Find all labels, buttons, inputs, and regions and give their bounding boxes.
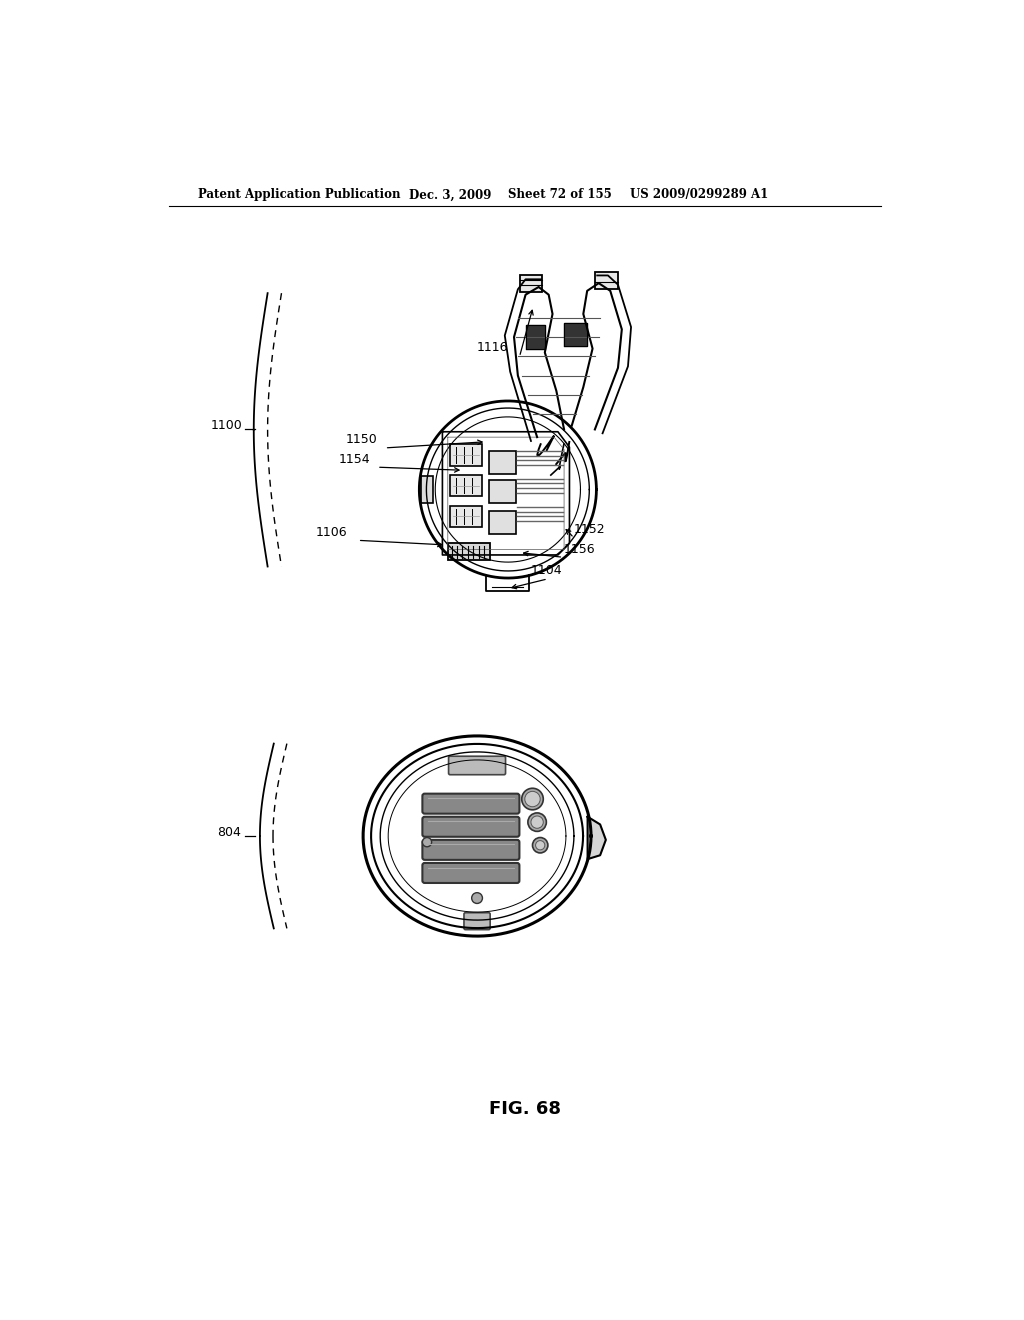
Text: 1116: 1116 — [477, 341, 509, 354]
Text: Sheet 72 of 155: Sheet 72 of 155 — [508, 189, 611, 202]
Text: Patent Application Publication: Patent Application Publication — [199, 189, 400, 202]
Circle shape — [524, 791, 541, 807]
FancyBboxPatch shape — [595, 272, 617, 289]
FancyBboxPatch shape — [488, 480, 515, 503]
FancyBboxPatch shape — [488, 511, 515, 535]
Circle shape — [531, 816, 544, 829]
FancyBboxPatch shape — [447, 544, 490, 560]
FancyBboxPatch shape — [422, 863, 519, 883]
Text: 1156: 1156 — [563, 543, 595, 556]
Text: 1104: 1104 — [531, 564, 562, 577]
Circle shape — [532, 838, 548, 853]
Circle shape — [521, 788, 544, 809]
FancyBboxPatch shape — [422, 793, 519, 813]
Polygon shape — [564, 323, 587, 346]
FancyBboxPatch shape — [422, 817, 519, 837]
Text: FIG. 68: FIG. 68 — [488, 1101, 561, 1118]
FancyBboxPatch shape — [449, 756, 506, 775]
FancyBboxPatch shape — [464, 912, 490, 929]
FancyBboxPatch shape — [488, 451, 515, 474]
Text: Dec. 3, 2009: Dec. 3, 2009 — [410, 189, 492, 202]
FancyBboxPatch shape — [422, 840, 519, 859]
Circle shape — [472, 892, 482, 903]
Text: 1100: 1100 — [211, 420, 243, 433]
Polygon shape — [525, 326, 545, 348]
Circle shape — [528, 813, 547, 832]
Text: 1106: 1106 — [315, 525, 347, 539]
Circle shape — [536, 841, 545, 850]
Text: US 2009/0299289 A1: US 2009/0299289 A1 — [630, 189, 768, 202]
FancyBboxPatch shape — [451, 506, 482, 527]
FancyBboxPatch shape — [451, 444, 482, 466]
Polygon shape — [588, 817, 606, 859]
Circle shape — [422, 837, 432, 847]
Text: 1150: 1150 — [346, 433, 378, 446]
Text: 1152: 1152 — [574, 524, 606, 536]
Text: 1154: 1154 — [339, 453, 370, 466]
FancyBboxPatch shape — [451, 475, 482, 496]
Text: 804: 804 — [217, 826, 241, 840]
FancyBboxPatch shape — [421, 475, 433, 503]
FancyBboxPatch shape — [520, 276, 542, 293]
